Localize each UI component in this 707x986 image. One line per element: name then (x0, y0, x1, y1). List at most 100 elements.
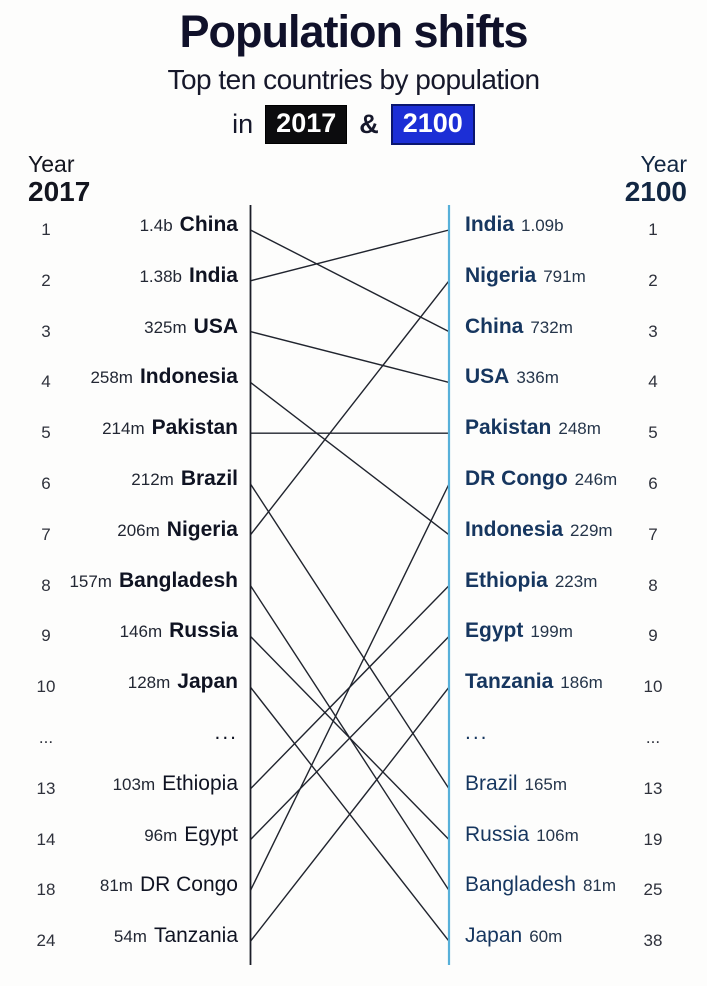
country-label: Egypt (184, 822, 238, 846)
country-label: Pakistan (465, 416, 552, 440)
left-row: 3 325m USA (0, 315, 238, 349)
left-axis-header: Year 2017 (28, 150, 90, 206)
country-label: DR Congo (139, 873, 238, 897)
rank-label: 9 (41, 626, 51, 646)
rank-label: 6 (41, 474, 51, 493)
country-entry: 258m Indonesia (90, 365, 238, 389)
right-row: 13 Brazil 165m (461, 772, 707, 806)
population-value: 106m (536, 825, 579, 845)
right-row: 4 USA 336m (461, 365, 707, 399)
right-row: 9 Egypt 199m (461, 619, 707, 653)
left-row: 2 1.38b India (0, 264, 238, 298)
country-label: Egypt (465, 619, 524, 643)
right-row: 6 DR Congo 246m (461, 467, 707, 501)
population-value: 248m (558, 419, 601, 439)
left-row: 8 157m Bangladesh (0, 569, 238, 603)
rank-label: 3 (648, 321, 658, 341)
country-label: Bangladesh (465, 873, 576, 897)
rank-label: 7 (648, 524, 658, 544)
badge-2100: 2100 (390, 104, 475, 145)
rank-label: 10 (643, 677, 663, 697)
population-value: 54m (113, 927, 147, 947)
rank-label: 19 (643, 829, 663, 849)
population-value: 246m (574, 470, 618, 489)
country-label: India (188, 263, 238, 287)
country-entry: 157m Bangladesh (69, 569, 238, 593)
right-row: 8 Ethiopia 223m (461, 569, 707, 603)
country-label: Ethiopia (465, 568, 548, 592)
rank-label: 1 (41, 220, 51, 239)
country-label: ... (214, 721, 238, 744)
prefix-label: in (232, 109, 254, 139)
badge-2017: 2017 (265, 105, 348, 144)
country-label: Tanzania (153, 924, 238, 948)
right-row: 5 Pakistan 248m (461, 416, 707, 450)
rank-label: 6 (648, 474, 658, 493)
country-entry: 1.38b India (139, 264, 238, 288)
slope-line-tanzania (249, 686, 450, 942)
population-value: 1.09b (521, 216, 564, 235)
population-value: 258m (90, 368, 133, 388)
right-row: 7 Indonesia 229m (461, 518, 707, 552)
left-row: 13 103m Ethiopia (0, 772, 238, 806)
left-row: 5 214m Pakistan (0, 416, 238, 450)
rank-label: 8 (648, 575, 658, 595)
left-row: 1 1.4b China (0, 213, 238, 247)
country-entry: 325m USA (144, 315, 238, 339)
slope-line-china (250, 229, 450, 333)
population-value: 81m (99, 876, 133, 896)
slope-line-dr-congo (249, 483, 450, 891)
country-label: USA (193, 314, 238, 338)
rank-label: 1 (648, 220, 658, 239)
rank-label: 7 (41, 524, 51, 544)
right-axis-year-word: Year (640, 151, 687, 177)
rank-label: 8 (41, 575, 51, 595)
country-label: Russia (465, 822, 530, 846)
left-row: 4 258m Indonesia (0, 365, 238, 399)
right-row: ...... (461, 721, 707, 755)
slope-line-indonesia (250, 381, 450, 536)
slope-line-brazil (249, 483, 450, 790)
population-value: 214m (102, 419, 145, 439)
population-value: 81m (582, 876, 617, 896)
country-label: DR Congo (465, 467, 568, 490)
right-axis-header: Year 2100 (625, 150, 687, 206)
population-value: 165m (524, 774, 568, 794)
rank-label: 4 (648, 372, 658, 392)
left-row: 18 81m DR Congo (0, 873, 238, 907)
rank-label: 38 (643, 931, 663, 951)
rank-label: 3 (41, 321, 51, 341)
country-entry: 54m Tanzania (114, 924, 238, 948)
country-label: Russia (169, 619, 238, 643)
chart-subtitle: Top ten countries by population (167, 64, 540, 95)
right-axis-year-number: 2100 (624, 176, 687, 207)
population-value: 229m (570, 520, 613, 540)
country-label: USA (465, 365, 510, 389)
right-row: 10 Tanzania 186m (461, 670, 707, 704)
left-row: 9 146m Russia (0, 619, 238, 653)
rank-label: 10 (36, 677, 56, 697)
country-entry: ... (465, 721, 489, 745)
left-row: 14 96m Egypt (0, 823, 238, 857)
population-value: 199m (530, 622, 573, 642)
year-badges-row: in 2017 & 2100 (0, 104, 707, 145)
country-label: China (465, 314, 524, 338)
country-entry: 128m Japan (128, 670, 238, 694)
population-value: 336m (516, 368, 559, 388)
left-row: 24 54m Tanzania (0, 924, 238, 958)
population-value: 96m (144, 825, 178, 845)
country-entry: Russia 106m (465, 823, 579, 847)
right-row: 25 Bangladesh 81m (461, 873, 707, 907)
population-value: 146m (119, 622, 163, 642)
country-label: Indonesia (139, 365, 238, 389)
country-entry: Indonesia 229m (465, 518, 613, 542)
rank-label: ... (645, 728, 661, 747)
country-label: China (179, 213, 238, 236)
country-entry: 146m Russia (120, 619, 238, 643)
population-value: 325m (144, 317, 187, 337)
right-row: 19 Russia 106m (461, 823, 707, 857)
country-label: Tanzania (465, 670, 554, 694)
chart-header: Population shifts Top ten countries by p… (0, 0, 707, 145)
